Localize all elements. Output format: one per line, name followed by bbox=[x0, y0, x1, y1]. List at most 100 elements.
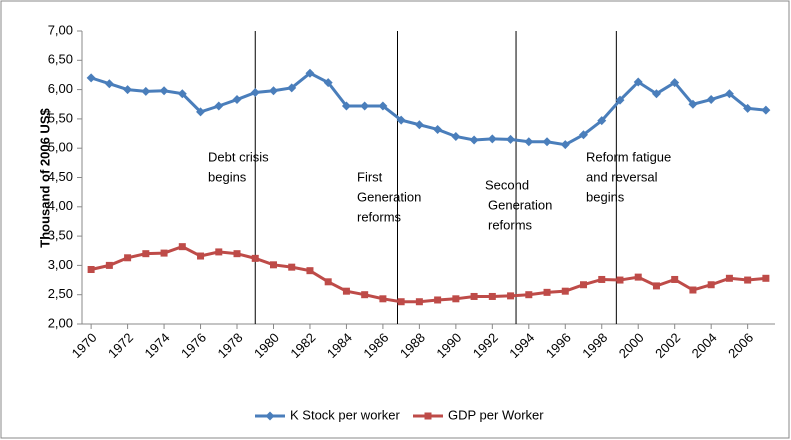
point bbox=[86, 73, 96, 83]
point bbox=[634, 273, 642, 281]
annotation: begins bbox=[586, 189, 625, 204]
point bbox=[379, 295, 387, 303]
point bbox=[305, 68, 315, 78]
y-tick-label: 4,00 bbox=[48, 198, 73, 213]
point bbox=[651, 89, 661, 99]
annotation: Debt crisis bbox=[208, 149, 269, 164]
y-tick-label: 7,00 bbox=[48, 22, 73, 37]
point bbox=[470, 292, 478, 300]
point bbox=[743, 103, 753, 113]
point bbox=[105, 261, 113, 269]
point bbox=[652, 282, 660, 290]
point bbox=[268, 86, 278, 96]
y-tick-label: 6,00 bbox=[48, 81, 73, 96]
point bbox=[141, 86, 151, 96]
point bbox=[396, 115, 406, 125]
point bbox=[215, 248, 223, 256]
point bbox=[433, 124, 443, 134]
annotation: reforms bbox=[357, 209, 402, 224]
point bbox=[361, 291, 369, 299]
point bbox=[104, 79, 114, 89]
point bbox=[615, 95, 625, 105]
point bbox=[506, 134, 516, 144]
point bbox=[670, 78, 680, 88]
point bbox=[250, 88, 260, 98]
point bbox=[542, 137, 552, 147]
point bbox=[706, 95, 716, 105]
point bbox=[525, 291, 533, 299]
annotation: and reversal bbox=[586, 169, 658, 184]
point bbox=[671, 275, 679, 283]
point bbox=[724, 89, 734, 99]
annotation: Second bbox=[485, 177, 529, 192]
point bbox=[159, 86, 169, 96]
point bbox=[214, 101, 224, 111]
y-tick-label: 2,00 bbox=[48, 315, 73, 330]
legend-label: K Stock per worker bbox=[290, 407, 400, 422]
annotation: First bbox=[357, 169, 383, 184]
legend-label: GDP per Worker bbox=[448, 407, 544, 422]
point bbox=[269, 261, 277, 269]
point bbox=[452, 295, 460, 303]
point bbox=[633, 77, 643, 87]
point bbox=[178, 243, 186, 251]
y-tick-label: 3,00 bbox=[48, 257, 73, 272]
point bbox=[598, 275, 606, 283]
point bbox=[744, 276, 752, 284]
point bbox=[543, 288, 551, 296]
point bbox=[196, 107, 206, 117]
point bbox=[233, 250, 241, 258]
point bbox=[451, 131, 461, 141]
point bbox=[414, 120, 424, 130]
point bbox=[597, 116, 607, 126]
point bbox=[265, 411, 275, 421]
point bbox=[123, 85, 133, 95]
point bbox=[560, 140, 570, 150]
point bbox=[424, 412, 432, 420]
point bbox=[524, 137, 534, 147]
point bbox=[288, 263, 296, 271]
point bbox=[177, 89, 187, 99]
point bbox=[87, 266, 95, 274]
point bbox=[160, 249, 168, 257]
point bbox=[707, 281, 715, 289]
point bbox=[124, 254, 132, 262]
y-tick-label: 5,00 bbox=[48, 140, 73, 155]
point bbox=[688, 99, 698, 109]
point bbox=[561, 287, 569, 295]
point bbox=[507, 292, 515, 300]
annotation: begins bbox=[208, 169, 247, 184]
point bbox=[142, 250, 150, 258]
annotation: Generation bbox=[488, 197, 552, 212]
point bbox=[342, 287, 350, 295]
point bbox=[197, 252, 205, 260]
point bbox=[488, 292, 496, 300]
annotation: Reform fatigue bbox=[586, 149, 671, 164]
point bbox=[580, 281, 588, 289]
point bbox=[761, 105, 771, 115]
y-tick-label: 4,50 bbox=[48, 169, 73, 184]
point bbox=[378, 101, 388, 111]
point bbox=[251, 254, 259, 262]
point bbox=[306, 267, 314, 275]
point bbox=[689, 286, 697, 294]
y-tick-label: 2,50 bbox=[48, 286, 73, 301]
point bbox=[360, 101, 370, 111]
point bbox=[397, 298, 405, 306]
annotation: reforms bbox=[488, 217, 533, 232]
y-tick-label: 3,50 bbox=[48, 228, 73, 243]
point bbox=[341, 101, 351, 111]
point bbox=[469, 135, 479, 145]
point bbox=[287, 83, 297, 93]
point bbox=[616, 276, 624, 284]
y-tick-label: 6,50 bbox=[48, 52, 73, 67]
point bbox=[323, 78, 333, 88]
point bbox=[324, 278, 332, 286]
point bbox=[579, 130, 589, 140]
point bbox=[762, 274, 770, 282]
point bbox=[434, 296, 442, 304]
point bbox=[232, 95, 242, 105]
y-tick-label: 5,50 bbox=[48, 110, 73, 125]
